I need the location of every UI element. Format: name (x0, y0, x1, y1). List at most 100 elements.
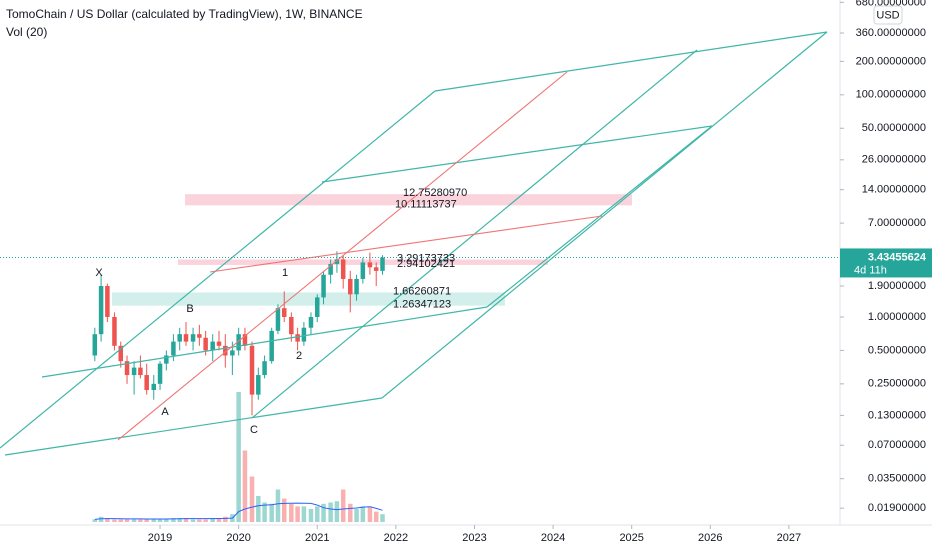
fork-line (4, 397, 383, 456)
volume-bar (151, 519, 157, 522)
candle-body (118, 345, 123, 362)
candles (92, 251, 385, 522)
volume-bar (112, 519, 117, 522)
y-tick-label: 0.50000000 (868, 344, 926, 356)
volume-bar (131, 519, 137, 522)
volume-bar (380, 514, 385, 522)
volume-bar (197, 519, 202, 522)
volume-bar (105, 518, 110, 522)
y-tick-label: 0.07000000 (868, 439, 926, 451)
volume-bar (360, 506, 366, 522)
volume-bar (367, 506, 373, 522)
candle-body (275, 308, 281, 331)
volume-bar (340, 489, 346, 522)
x-tick-label: 2019 (148, 532, 172, 544)
price-zone (185, 194, 632, 206)
volume-bar (223, 516, 228, 522)
volume-bar (249, 476, 255, 522)
candle-body (354, 278, 359, 295)
zone-label: 12.75280970 (403, 187, 467, 199)
volume-bar (315, 506, 320, 522)
candle-body (249, 345, 255, 395)
candle-body (190, 334, 196, 342)
candle-body (367, 262, 373, 268)
volume-bar (124, 519, 130, 522)
y-tick-label: 0.01900000 (868, 502, 926, 514)
y-tick-label: 1.90000000 (868, 280, 926, 292)
wave-labels: X A B C 1 2 (95, 267, 302, 436)
pitchfork-drawing (0, 31, 828, 456)
countdown-label: 4d 11h (854, 264, 887, 276)
volume-bar (242, 450, 248, 522)
volume-bar (216, 518, 222, 522)
y-tick-label: 7.00000000 (868, 217, 926, 229)
last-price-badge (840, 248, 932, 278)
volume-bar (289, 503, 294, 522)
zone-label: 10.11113737 (395, 198, 457, 210)
fork-line (381, 31, 828, 399)
volume-bar (262, 502, 267, 522)
candle-body (256, 375, 261, 395)
currency-button[interactable] (873, 5, 903, 25)
candle-body (157, 363, 163, 384)
candle-body (197, 334, 202, 338)
wave-label: 2 (296, 350, 302, 362)
volume-bar (236, 392, 241, 522)
candle-body (171, 341, 176, 356)
y-tick-label: 0.03500000 (868, 473, 926, 485)
volume-bar (144, 519, 149, 522)
candle-body (340, 259, 346, 279)
candle-body (138, 367, 143, 376)
volume-bar (301, 506, 307, 522)
candle-body (131, 367, 137, 376)
candle-body (301, 327, 307, 342)
wave-label: B (186, 303, 193, 315)
y-tick-label: 14.00000000 (862, 184, 926, 196)
volume-bar (281, 498, 287, 522)
candle-body (348, 278, 353, 295)
y-tick-label: 26.00000000 (862, 154, 926, 166)
volume-bar (334, 501, 340, 522)
x-tick-label: 2020 (226, 532, 250, 544)
volume-bar (177, 518, 182, 522)
x-tick-label: 2023 (462, 532, 486, 544)
wave-label: A (161, 406, 169, 418)
price-zone (112, 292, 505, 306)
candle-body (230, 350, 235, 356)
fork-median (117, 71, 568, 441)
zone-label: 1.26347123 (393, 299, 451, 311)
volume-bar (256, 496, 261, 522)
candle-body (98, 286, 104, 335)
y-tick-label: 200.00000000 (856, 55, 926, 67)
x-tick-label: 2021 (305, 532, 329, 544)
x-tick-label: 2025 (619, 532, 643, 544)
volume-bar (118, 519, 123, 522)
candle-body (262, 361, 267, 376)
volume-bar (210, 518, 215, 522)
volume-bar (171, 518, 176, 522)
y-tick-label: 0.25000000 (868, 378, 926, 390)
y-tick-label: 100.00000000 (856, 89, 926, 101)
y-tick-label: 1.00000000 (868, 311, 926, 323)
candle-body (203, 337, 208, 351)
candle-body (321, 274, 326, 298)
x-tick-label: 2022 (384, 532, 408, 544)
volume-bar (269, 503, 274, 522)
candle-body (236, 334, 241, 351)
fork-line (434, 31, 828, 92)
candle-body (223, 345, 228, 356)
candle-body (242, 334, 248, 346)
wave-label: 1 (282, 267, 288, 279)
candle-body (380, 257, 385, 271)
fork-line (321, 125, 713, 183)
volume-bar (373, 511, 379, 522)
wave-label: X (95, 267, 103, 279)
candle-body (281, 308, 287, 317)
candle-body (373, 267, 379, 271)
volume-bar (275, 489, 281, 522)
candle-body (269, 330, 274, 362)
zone-label: 2.94102421 (397, 258, 455, 270)
